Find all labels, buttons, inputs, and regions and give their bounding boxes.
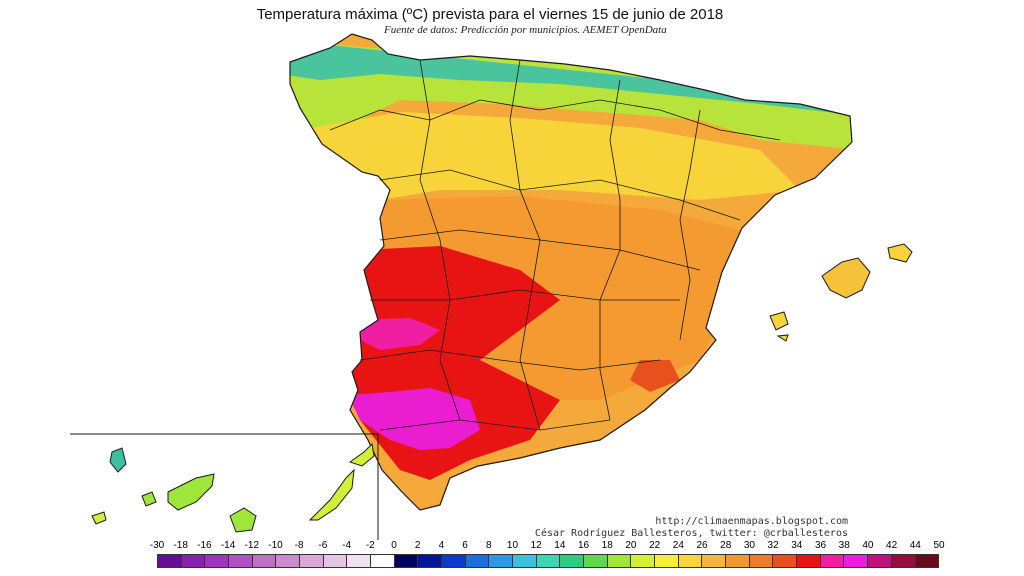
credit-author: César Rodríguez Ballesteros, twitter: @c… (534, 528, 848, 539)
legend-swatch (820, 555, 845, 567)
legend-tick-label: 8 (485, 540, 492, 551)
legend-swatch (181, 555, 206, 567)
legend-swatch (276, 555, 301, 567)
legend-swatch (749, 555, 774, 567)
tenerife-island (167, 473, 215, 511)
legend-tick-label: -4 (342, 540, 352, 551)
menorca-island (887, 243, 913, 263)
legend-swatch (726, 555, 750, 567)
legend-tick-label: 28 (720, 540, 732, 551)
legend-tick-label: 0 (391, 540, 397, 551)
canary-islands (91, 442, 375, 533)
legend-tick-label: 26 (696, 540, 708, 551)
legend-bar (157, 554, 939, 568)
legend-tick-label: 38 (838, 540, 850, 551)
legend-tick-label: -30 (149, 540, 165, 551)
zone-north-yellow (300, 112, 800, 200)
temperature-zones (290, 40, 852, 480)
legend-swatch (655, 555, 679, 567)
legend-tick-label: 10 (506, 540, 519, 551)
zone-very-hot-magenta-1 (360, 318, 440, 350)
color-scale-legend: -30 -18 -16 -14 -12 -10 -8 -6 -4 -2 0 2 4 6 8 10 12 14 16 1… (150, 540, 945, 574)
formentera-island (776, 334, 789, 342)
legend-tick-label: 34 (791, 540, 803, 551)
legend-tick-label: 42 (886, 540, 898, 551)
legend-tick-label: 2 (414, 540, 421, 551)
legend-tick-label: -10 (268, 540, 283, 551)
canary-inset-frame (70, 433, 379, 540)
legend-swatch (229, 555, 253, 567)
legend-tick-label: -8 (294, 540, 304, 551)
legend-swatch (773, 555, 798, 567)
legend-tick-label: 40 (862, 540, 874, 551)
legend-swatch (300, 555, 324, 567)
legend-tick-label: -6 (318, 540, 328, 551)
legend-swatch (347, 555, 372, 567)
legend-swatch (371, 555, 395, 567)
legend-tick-label: 24 (672, 540, 684, 551)
legend-tick-label: 12 (530, 540, 542, 551)
mallorca-island (821, 257, 871, 299)
zone-southeast-red (630, 360, 680, 392)
legend-swatch (631, 555, 656, 567)
legend-tick-label: 50 (933, 540, 945, 551)
balearic-islands (769, 243, 913, 342)
legend-swatch (607, 555, 632, 567)
legend-tick-label: 6 (462, 540, 468, 551)
gran-canaria-island (229, 507, 257, 533)
peninsula-outline (289, 33, 853, 511)
legend-swatch (418, 555, 443, 567)
legend-swatch (915, 555, 939, 567)
legend-tick-label: 16 (577, 540, 590, 551)
legend-tick-label: -14 (220, 540, 236, 551)
legend-tick-label: 14 (554, 540, 566, 551)
lanzarote-island (348, 442, 375, 467)
legend-swatch (702, 555, 727, 567)
ibiza-island (769, 311, 789, 331)
legend-swatch (560, 555, 585, 567)
legend-tick-label: -12 (244, 540, 260, 551)
legend-tick-label: 32 (767, 540, 779, 551)
la-palma-island (109, 447, 127, 473)
legend-tick-label: 36 (814, 540, 827, 551)
legend-swatch (513, 555, 537, 567)
legend-tick-label: -18 (173, 540, 188, 551)
province-borders (329, 59, 781, 431)
legend-tick-label: 18 (601, 540, 613, 551)
legend-swatch (158, 555, 182, 567)
zone-very-hot-magenta-2 (348, 388, 480, 450)
el-hierro-island (91, 511, 107, 525)
legend-swatch (394, 555, 419, 567)
legend-swatch (797, 555, 821, 567)
la-gomera-island (141, 491, 157, 507)
map-title: Temperatura máxima (ºC) prevista para el… (256, 6, 724, 23)
legend-tick-label: -16 (197, 540, 212, 551)
legend-swatch (868, 555, 892, 567)
legend-swatch (891, 555, 916, 567)
legend-tick-label: 44 (909, 540, 921, 551)
legend-swatch (678, 555, 703, 567)
legend-swatch (323, 555, 348, 567)
map-subtitle: Fuente de datos: Predicción por municipi… (384, 24, 667, 36)
legend-swatch (536, 555, 561, 567)
legend-tick-label: 22 (649, 540, 661, 551)
legend-swatch (465, 555, 490, 567)
legend-swatch (442, 555, 466, 567)
fuerteventura-island (308, 468, 355, 521)
legend-swatch (584, 555, 608, 567)
legend-swatch (205, 555, 230, 567)
credit-url: http://climaenmapas.blogspot.com (655, 516, 848, 527)
legend-tick-label: 4 (438, 540, 445, 551)
legend-tick-label: 30 (743, 540, 755, 551)
legend-swatch (252, 555, 277, 567)
legend-tick-label: -2 (365, 540, 375, 551)
legend-swatch (844, 555, 869, 567)
legend-ticks: -30 -18 -16 -14 -12 -10 -8 -6 -4 -2 0 2 4 6 8 10 12 14 16 1… (150, 540, 945, 554)
legend-swatch (489, 555, 514, 567)
legend-tick-label: 20 (625, 540, 637, 551)
